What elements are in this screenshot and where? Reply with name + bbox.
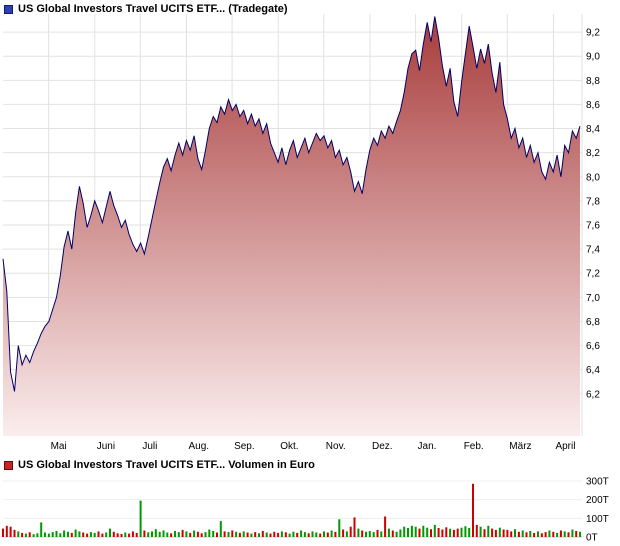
price-x-tick-label: Mai	[51, 441, 67, 452]
price-y-tick-label: 8,6	[586, 100, 600, 111]
price-chart-header: US Global Investors Travel UCITS ETF... …	[4, 3, 288, 15]
price-series-legend-icon	[4, 4, 13, 14]
price-x-tick-label: Nov.	[326, 441, 346, 452]
volume-chart-header: US Global Investors Travel UCITS ETF... …	[4, 459, 315, 471]
price-y-tick-label: 7,8	[586, 196, 600, 207]
price-x-tick-label: Dez.	[372, 441, 393, 452]
price-x-tick-label: April	[555, 441, 575, 452]
price-x-tick-label: März	[509, 441, 531, 452]
price-y-tick-label: 7,4	[586, 245, 600, 256]
price-x-tick-label: Juni	[97, 441, 115, 452]
volume-y-tick-label: 200T	[586, 495, 609, 506]
price-y-tick-label: 6,4	[586, 365, 600, 376]
volume-y-tick-label: 0T	[586, 533, 598, 544]
price-chart: 6,2 6,4 6,6 6,8 7,0 7,2 7,4 7,6 7,8 8,0 8,2 8,4 8,6 8…	[2, 14, 600, 452]
price-x-tick-label: Feb.	[464, 441, 484, 452]
volume-chart: 0T 100T 200T 300T	[2, 477, 609, 544]
price-chart-title: US Global Investors Travel UCITS ETF... …	[18, 3, 288, 15]
price-y-tick-label: 7,6	[586, 221, 600, 232]
price-y-tick-label: 8,8	[586, 76, 600, 87]
price-x-tick-label: Okt.	[280, 441, 298, 452]
volume-chart-title: US Global Investors Travel UCITS ETF... …	[18, 459, 315, 471]
price-y-tick-label: 9,0	[586, 52, 600, 63]
price-y-tick-label: 8,2	[586, 148, 600, 159]
volume-series-legend-icon	[4, 460, 13, 470]
price-area	[3, 16, 580, 437]
price-y-tick-label: 8,0	[586, 172, 600, 183]
price-y-tick-label: 6,8	[586, 317, 600, 328]
price-y-tick-label: 9,2	[586, 28, 600, 39]
price-x-tick-label: Aug.	[188, 441, 209, 452]
price-x-tick-label: Sep.	[234, 441, 255, 452]
price-y-tick-label: 6,2	[586, 389, 600, 400]
price-y-tick-label: 7,2	[586, 269, 600, 280]
volume-y-tick-label: 100T	[586, 514, 609, 525]
price-y-tick-label: 7,0	[586, 293, 600, 304]
price-y-tick-label: 6,6	[586, 341, 600, 352]
price-x-tick-label: Juli	[142, 441, 157, 452]
price-y-tick-label: 8,4	[586, 124, 600, 135]
volume-bars	[2, 483, 581, 537]
volume-y-tick-label: 300T	[586, 477, 609, 488]
price-x-tick-label: Jan.	[418, 441, 437, 452]
price-line	[2, 16, 581, 392]
